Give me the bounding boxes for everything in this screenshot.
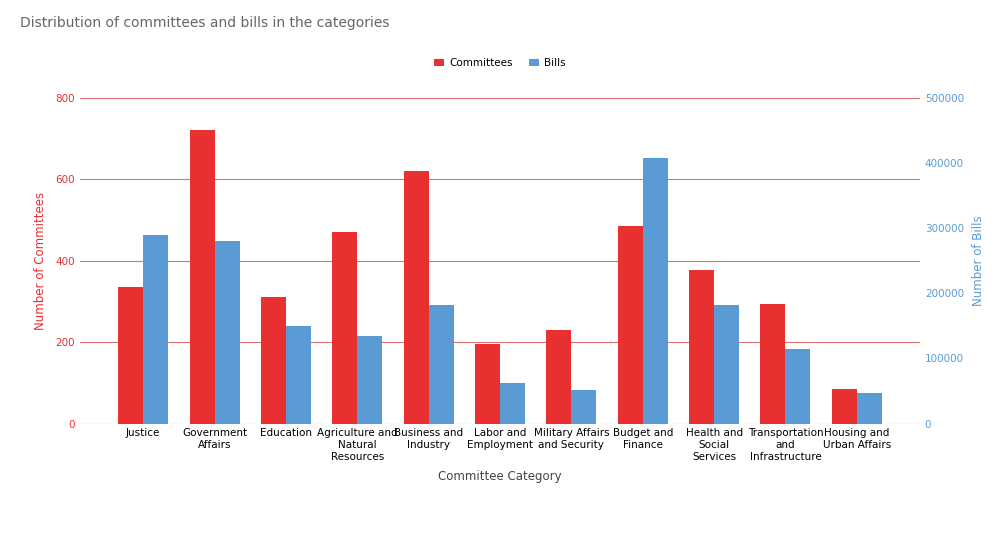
Bar <box>357 336 382 424</box>
Bar <box>571 390 596 424</box>
Bar <box>215 241 240 424</box>
Bar <box>429 305 454 424</box>
Y-axis label: Number of Committees: Number of Committees <box>34 192 47 330</box>
Bar <box>500 383 525 424</box>
Bar <box>643 157 668 424</box>
Bar <box>832 389 857 424</box>
Bar <box>475 344 500 424</box>
Bar <box>143 235 168 424</box>
Bar <box>404 171 429 424</box>
Legend: Committees, Bills: Committees, Bills <box>430 54 570 72</box>
X-axis label: Committee Category: Committee Category <box>438 470 562 483</box>
Bar <box>118 287 143 424</box>
Y-axis label: Number of Bills: Number of Bills <box>972 216 985 306</box>
Bar <box>857 393 882 424</box>
Bar <box>286 326 311 424</box>
Bar <box>546 330 571 424</box>
Bar <box>261 297 286 424</box>
Bar <box>760 304 785 424</box>
Bar <box>689 269 714 424</box>
Bar <box>618 226 643 424</box>
Bar <box>785 349 810 424</box>
Bar <box>714 305 739 424</box>
Bar <box>332 232 357 424</box>
Bar <box>190 130 215 424</box>
Text: Distribution of committees and bills in the categories: Distribution of committees and bills in … <box>20 16 390 30</box>
